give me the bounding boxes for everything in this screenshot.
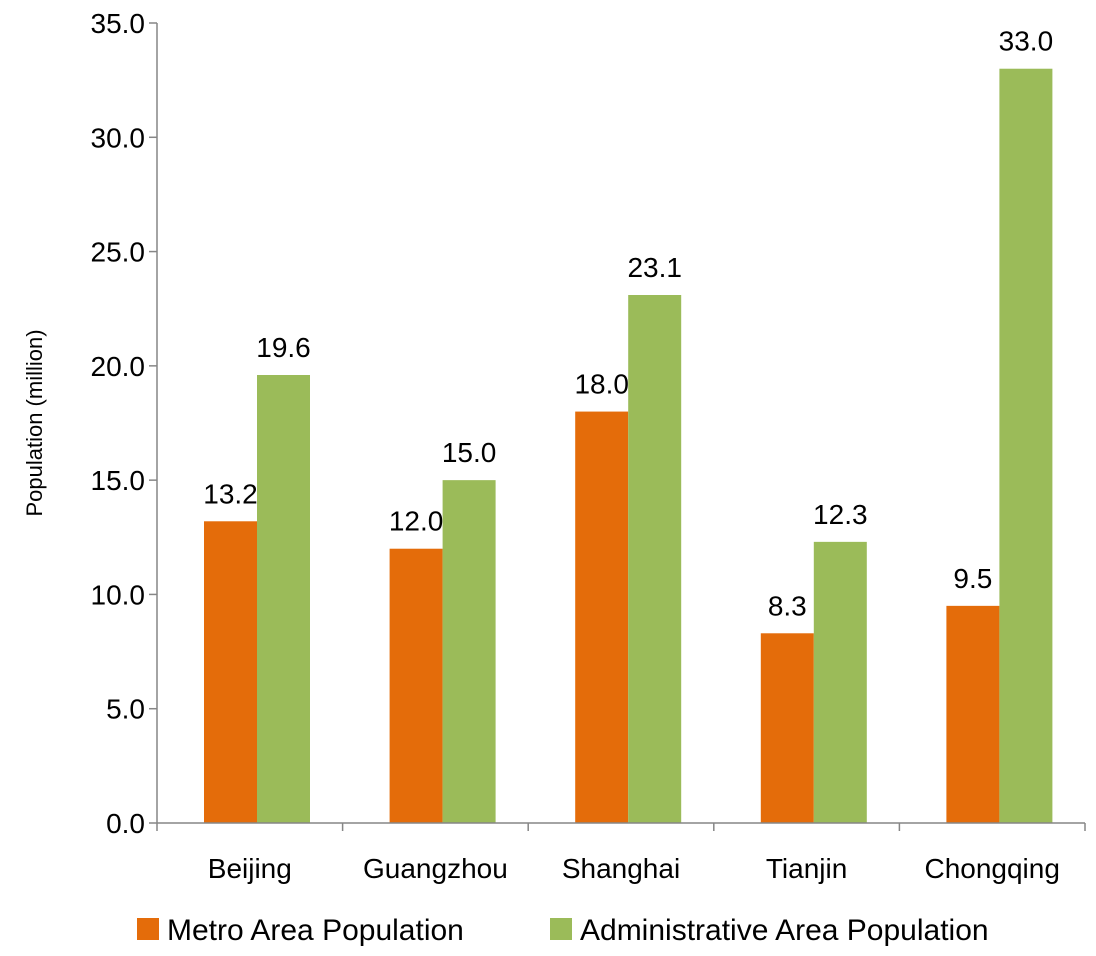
category-label-guangzhou: Guangzhou (363, 853, 508, 884)
data-label: 33.0 (999, 26, 1054, 57)
legend: Metro Area Population Administrative Area… (137, 914, 989, 947)
y-tick-label: 0.0 (106, 808, 145, 839)
bar-administrative-shanghai (628, 295, 682, 823)
legend-label-administrative: Administrative Area Population (580, 914, 989, 947)
bar-metro-beijing (204, 521, 257, 823)
bar-administrative-guangzhou (442, 480, 496, 823)
bar-metro-tianjin (760, 633, 814, 823)
y-tick-label: 20.0 (91, 351, 146, 382)
y-tick-label: 35.0 (91, 8, 146, 39)
y-tick-label: 25.0 (91, 237, 146, 268)
data-label: 23.1 (627, 252, 682, 283)
data-label: 18.0 (574, 369, 629, 400)
category-labels: Beijing Guangzhou Shanghai Tianjin Chongqing (208, 853, 1060, 884)
data-label: 9.5 (953, 563, 992, 594)
legend-swatch-metro (137, 918, 159, 940)
y-tick-label: 30.0 (91, 122, 146, 153)
data-label: 13.2 (203, 478, 258, 509)
y-tick-label: 5.0 (106, 694, 145, 725)
y-tick-label: 15.0 (91, 465, 146, 496)
data-label: 12.0 (389, 506, 444, 537)
category-label-beijing: Beijing (208, 853, 292, 884)
y-axis-title: Population (million) (22, 329, 47, 516)
category-label-chongqing: Chongqing (924, 853, 1059, 884)
data-label: 12.3 (813, 499, 868, 530)
bars (204, 68, 1053, 823)
bar-administrative-tianjin (813, 541, 867, 823)
y-axis-ticks: 0.0 5.0 10.0 15.0 20.0 25.0 30.0 35.0 (91, 8, 157, 839)
x-axis-ticks (156, 823, 1086, 831)
data-label: 15.0 (442, 437, 497, 468)
y-tick-label: 10.0 (91, 579, 146, 610)
bar-administrative-chongqing (999, 68, 1053, 823)
data-labels: 13.2 19.6 12.0 15.0 18.0 23.1 8.3 12.3 9.5 33.0 (203, 26, 1053, 622)
data-label: 8.3 (768, 590, 807, 621)
bar-metro-chongqing (946, 605, 1000, 823)
data-label: 19.6 (256, 332, 311, 363)
category-label-tianjin: Tianjin (766, 853, 847, 884)
legend-label-metro: Metro Area Population (167, 914, 464, 947)
category-label-shanghai: Shanghai (562, 853, 680, 884)
bar-metro-shanghai (575, 411, 629, 823)
bar-metro-guangzhou (389, 548, 443, 823)
bar-administrative-beijing (257, 375, 310, 823)
legend-swatch-administrative (550, 918, 572, 940)
